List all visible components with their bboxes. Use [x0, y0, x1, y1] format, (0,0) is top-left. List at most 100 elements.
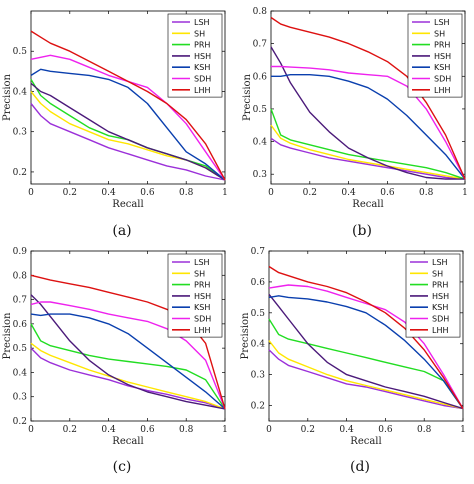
series-line-lhh [30, 30, 226, 181]
y-tick-label: 0.6 [253, 72, 268, 82]
y-tick-label: 0.3 [253, 170, 268, 180]
series-line-prh [268, 318, 464, 410]
y-tick-label: 0.4 [13, 368, 28, 378]
legend-label-lsh: LSH [194, 18, 210, 27]
y-tick-label: 0.4 [253, 138, 268, 148]
x-tick-label: 0.8 [179, 188, 194, 198]
legend-label-hsh: HSH [432, 292, 449, 301]
y-tick-label: 0.7 [253, 40, 268, 50]
legend-label-lsh: LSH [194, 258, 210, 267]
series-line-sh [268, 340, 464, 410]
panel-caption: (c) [113, 459, 132, 475]
x-tick-label: 0.4 [101, 188, 116, 198]
x-tick-label: 0.2 [303, 188, 317, 198]
y-tick-label: 0.8 [13, 271, 28, 281]
y-tick-label: 0.3 [13, 393, 28, 403]
legend-label-sdh: SDH [194, 75, 211, 84]
y-tick-label: 0.4 [13, 87, 28, 97]
legend-label-lsh: LSH [432, 258, 448, 267]
y-axis-label: Precision [2, 73, 13, 121]
panel-caption: (a) [112, 223, 131, 239]
legend-label-sdh: SDH [432, 315, 449, 324]
series-line-hsh [30, 82, 226, 181]
x-axis-label: Recall [350, 436, 381, 447]
series-line-ksh [268, 295, 464, 410]
legend-label-hsh: HSH [434, 52, 451, 61]
legend-label-prh: PRH [194, 41, 210, 50]
x-tick-label: 0.2 [63, 188, 77, 198]
y-tick-label: 0.5 [253, 105, 268, 115]
legend-label-sdh: SDH [434, 75, 451, 84]
y-axis-label: Precision [240, 312, 251, 360]
series-line-sdh [30, 301, 226, 410]
y-tick-label: 0.5 [13, 344, 28, 354]
y-axis-label: Precision [242, 73, 253, 121]
series-line-ksh [30, 68, 226, 181]
legend-label-sdh: SDH [194, 315, 211, 324]
series-line-sh [270, 124, 466, 180]
y-tick-label: 0.4 [251, 340, 266, 350]
x-axis-label: Recall [352, 199, 383, 210]
chart-panel-c: 0 0.2 0.4 0.6 0.8 10.20.30.40.50.60.70.80.9Re… [2, 247, 228, 475]
series-line-lsh [30, 347, 226, 410]
series-line-ksh [30, 313, 226, 410]
series-line-prh [30, 323, 226, 410]
series-line-hsh [270, 46, 465, 180]
y-tick-label: 0.7 [13, 296, 28, 306]
x-tick-label: 0 [28, 188, 34, 198]
legend: LSH SH PRH HSH KSH SDH LHH [167, 253, 223, 338]
y-tick-label: 0.9 [13, 247, 28, 257]
y-tick-label: 0.6 [13, 320, 28, 330]
legend-label-lhh: LHH [432, 326, 449, 335]
x-tick-label: 0.8 [417, 425, 432, 435]
x-tick-label: 0.6 [140, 188, 155, 198]
series-line-lhh [268, 265, 464, 409]
x-tick-label: 0.6 [378, 425, 393, 435]
legend-label-lhh: LHH [194, 86, 211, 95]
chart-panel-a: 0 0.2 0.4 0.6 0.8 10.20.30.40.5RecallPrecisio… [2, 10, 228, 239]
series-line-prh [270, 108, 466, 180]
x-tick-label: 0.6 [140, 425, 155, 435]
y-tick-label: 0.2 [251, 402, 265, 412]
x-tick-label: 0.6 [380, 188, 395, 198]
y-tick-label: 0.5 [251, 309, 266, 319]
x-tick-label: 1 [462, 188, 468, 198]
legend: LSH SH PRH HSH KSH SDH LHH [167, 13, 223, 98]
x-tick-label: 0 [266, 425, 272, 435]
panel-caption: (b) [352, 223, 372, 239]
legend-label-lsh: LSH [434, 18, 450, 27]
y-axis-label: Precision [2, 312, 13, 360]
legend-label-ksh: KSH [432, 303, 448, 312]
y-tick-label: 0.6 [251, 278, 266, 288]
y-tick-label: 0.3 [13, 128, 28, 138]
y-tick-label: 0.2 [13, 417, 27, 427]
y-tick-label: 0.7 [251, 247, 266, 257]
x-tick-label: 0 [28, 425, 34, 435]
legend-label-sh: SH [194, 269, 205, 278]
x-tick-label: 1 [222, 188, 228, 198]
series-line-sdh [268, 284, 464, 409]
legend-label-sh: SH [432, 269, 443, 278]
legend-label-ksh: KSH [194, 303, 210, 312]
x-axis-label: Recall [112, 199, 143, 210]
y-tick-label: 0.3 [251, 371, 266, 381]
chart-panel-b: 0 0.2 0.4 0.6 0.8 1 0.3 0.4 0.5 0.6 0.7 0.8 Recall Pr… [242, 7, 468, 239]
legend-label-hsh: HSH [194, 292, 211, 301]
x-axis-label: Recall [112, 436, 143, 447]
series-line-lsh [30, 103, 226, 181]
series-line-lsh [270, 137, 466, 180]
series-line-lhh [270, 16, 466, 180]
y-tick-label: 0.5 [13, 47, 28, 57]
y-tick-label: 0.8 [253, 7, 268, 17]
legend-label-lhh: LHH [434, 86, 451, 95]
x-tick-label: 0.8 [179, 425, 194, 435]
legend-label-sh: SH [194, 29, 205, 38]
legend-label-hsh: HSH [194, 52, 211, 61]
x-tick-label: 0.8 [419, 188, 434, 198]
legend-label-prh: PRH [434, 41, 450, 50]
x-tick-label: 0.4 [101, 425, 116, 435]
legend-label-lhh: LHH [194, 326, 211, 335]
legend: LSH SH PRH HSH KSH SDH LHH [407, 13, 463, 98]
y-tick-label: 0.2 [13, 168, 27, 178]
